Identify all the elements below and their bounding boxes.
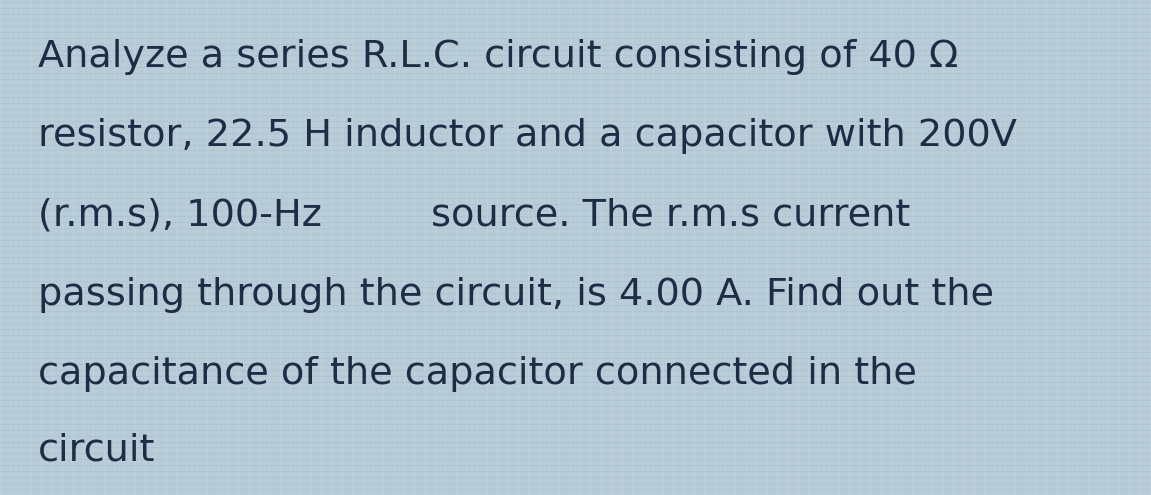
Text: passing through the circuit, is 4.00 A. Find out the: passing through the circuit, is 4.00 A. …: [38, 277, 994, 312]
Text: Analyze a series R.L.C. circuit consisting of 40 Ω: Analyze a series R.L.C. circuit consisti…: [38, 39, 959, 75]
Text: resistor, 22.5 H inductor and a capacitor with 200V: resistor, 22.5 H inductor and a capacito…: [38, 118, 1016, 154]
Text: capacitance of the capacitor connected in the: capacitance of the capacitor connected i…: [38, 356, 917, 392]
Text: (r.m.s), 100-Hz         source. The r.m.s current: (r.m.s), 100-Hz source. The r.m.s curren…: [38, 198, 910, 233]
Text: circuit: circuit: [38, 433, 155, 468]
